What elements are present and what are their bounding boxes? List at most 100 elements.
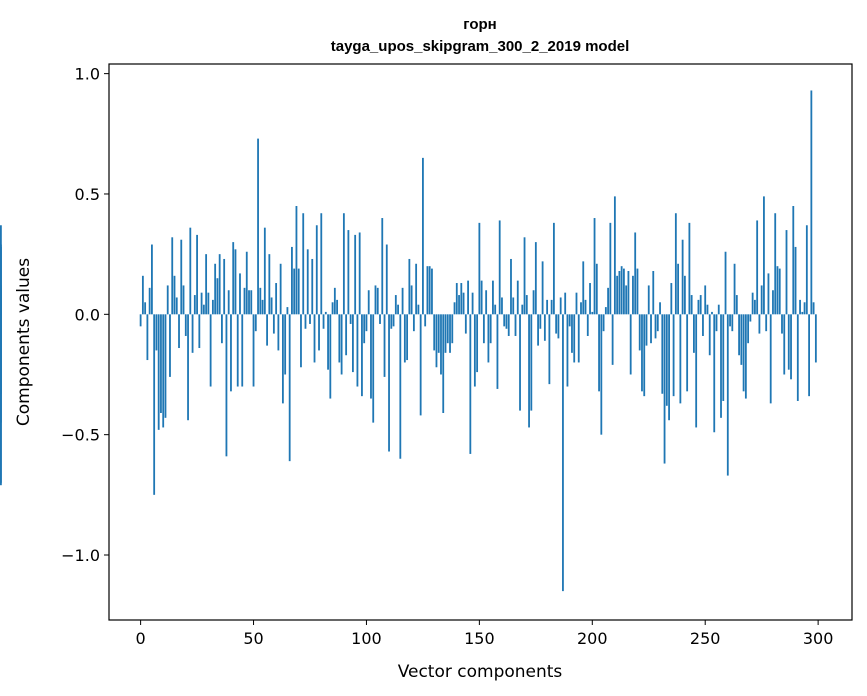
bar-110 bbox=[388, 314, 390, 452]
bar-4 bbox=[148, 287, 151, 315]
bar-34 bbox=[216, 278, 219, 315]
bar-143 bbox=[462, 292, 465, 315]
bar-72 bbox=[302, 213, 305, 315]
bar-214 bbox=[623, 268, 625, 315]
y-tick-label: −1.0 bbox=[61, 546, 100, 565]
bar-299 bbox=[814, 314, 817, 363]
bar-263 bbox=[733, 263, 736, 315]
bar-71 bbox=[300, 314, 302, 368]
bar-45 bbox=[241, 314, 244, 387]
bar-98 bbox=[361, 314, 363, 397]
bar-201 bbox=[593, 218, 596, 315]
bar-58 bbox=[270, 297, 273, 315]
bar-1 bbox=[141, 275, 144, 315]
bar-210 bbox=[613, 196, 616, 315]
bar-159 bbox=[498, 220, 501, 315]
bar-6 bbox=[153, 314, 156, 495]
bar-73 bbox=[304, 314, 307, 329]
bar-40 bbox=[230, 314, 232, 392]
bar-166 bbox=[514, 314, 517, 336]
x-tick-label: 100 bbox=[351, 629, 382, 648]
bar-180 bbox=[546, 299, 549, 315]
bar-152 bbox=[482, 314, 485, 344]
bar-11 bbox=[164, 314, 167, 418]
bar-111 bbox=[390, 314, 393, 329]
bar-150 bbox=[478, 222, 481, 315]
bar-0 bbox=[139, 314, 142, 327]
bar-123 bbox=[417, 304, 420, 315]
bar-95 bbox=[354, 234, 357, 315]
bar-155 bbox=[489, 314, 492, 344]
bar-223 bbox=[643, 314, 646, 397]
bar-125 bbox=[422, 157, 424, 315]
bar-236 bbox=[672, 314, 675, 397]
bar-104 bbox=[374, 285, 377, 315]
bar-272 bbox=[753, 299, 756, 315]
bar-137 bbox=[449, 314, 451, 353]
bar-206 bbox=[604, 307, 607, 315]
bar-100 bbox=[365, 314, 368, 332]
bar-3 bbox=[146, 314, 149, 361]
bar-269 bbox=[747, 314, 750, 344]
bar-181 bbox=[548, 314, 551, 385]
bar-185 bbox=[557, 314, 560, 339]
bar-97 bbox=[358, 232, 361, 315]
bar-31 bbox=[209, 314, 212, 387]
bar-216 bbox=[627, 271, 630, 315]
bar-115 bbox=[399, 314, 402, 459]
bar-79 bbox=[318, 314, 320, 351]
bar-286 bbox=[785, 230, 788, 315]
bar-89 bbox=[340, 314, 343, 375]
bar-238 bbox=[677, 263, 680, 315]
bar-149 bbox=[476, 314, 479, 373]
x-tick-label: 150 bbox=[464, 629, 495, 648]
bar-215 bbox=[625, 285, 628, 315]
bar-228 bbox=[654, 314, 657, 339]
bar-20 bbox=[184, 314, 187, 336]
bar-296 bbox=[808, 314, 810, 397]
bar-83 bbox=[327, 314, 329, 370]
bar-114 bbox=[397, 304, 399, 315]
x-tick-label: 50 bbox=[243, 629, 263, 648]
bar-105 bbox=[376, 287, 379, 315]
bar-22 bbox=[189, 227, 192, 315]
bar-199 bbox=[589, 283, 591, 315]
bar-108 bbox=[383, 314, 386, 377]
x-axis-ticks: 0 50 100 150 200 250 300 bbox=[136, 620, 833, 648]
bar-91 bbox=[345, 314, 348, 356]
bar-164 bbox=[510, 258, 512, 315]
bar-151 bbox=[480, 280, 483, 315]
bar-129 bbox=[431, 268, 433, 315]
bar-176 bbox=[537, 314, 539, 346]
bar-30 bbox=[207, 292, 210, 315]
x-axis-label: Vector components bbox=[398, 662, 563, 682]
bar-172 bbox=[528, 314, 530, 428]
bar-92 bbox=[347, 230, 350, 315]
bar-283 bbox=[778, 268, 781, 315]
bar-200 bbox=[591, 311, 594, 315]
bar-133 bbox=[440, 314, 442, 375]
bar-136 bbox=[446, 314, 449, 344]
bar-131 bbox=[435, 314, 438, 368]
bar-75 bbox=[309, 314, 311, 324]
bar-178 bbox=[541, 261, 544, 315]
bar-140 bbox=[455, 283, 458, 315]
bar-275 bbox=[760, 285, 763, 315]
bar-280 bbox=[772, 290, 774, 315]
bar-94 bbox=[352, 314, 354, 373]
bar-126 bbox=[424, 314, 427, 327]
bar-139 bbox=[453, 302, 456, 315]
bar-12 bbox=[166, 285, 169, 315]
bar-235 bbox=[670, 283, 673, 315]
bar-188 bbox=[564, 292, 567, 315]
bar-234 bbox=[668, 314, 670, 421]
bar-246 bbox=[695, 314, 698, 428]
bar-28 bbox=[202, 304, 205, 315]
bar-116 bbox=[401, 287, 404, 315]
bar-35 bbox=[218, 254, 221, 315]
bar-55 bbox=[263, 227, 266, 315]
bar-247 bbox=[697, 299, 700, 315]
bar-177 bbox=[539, 314, 542, 329]
bar-130 bbox=[433, 314, 436, 351]
bar-194 bbox=[577, 314, 580, 363]
